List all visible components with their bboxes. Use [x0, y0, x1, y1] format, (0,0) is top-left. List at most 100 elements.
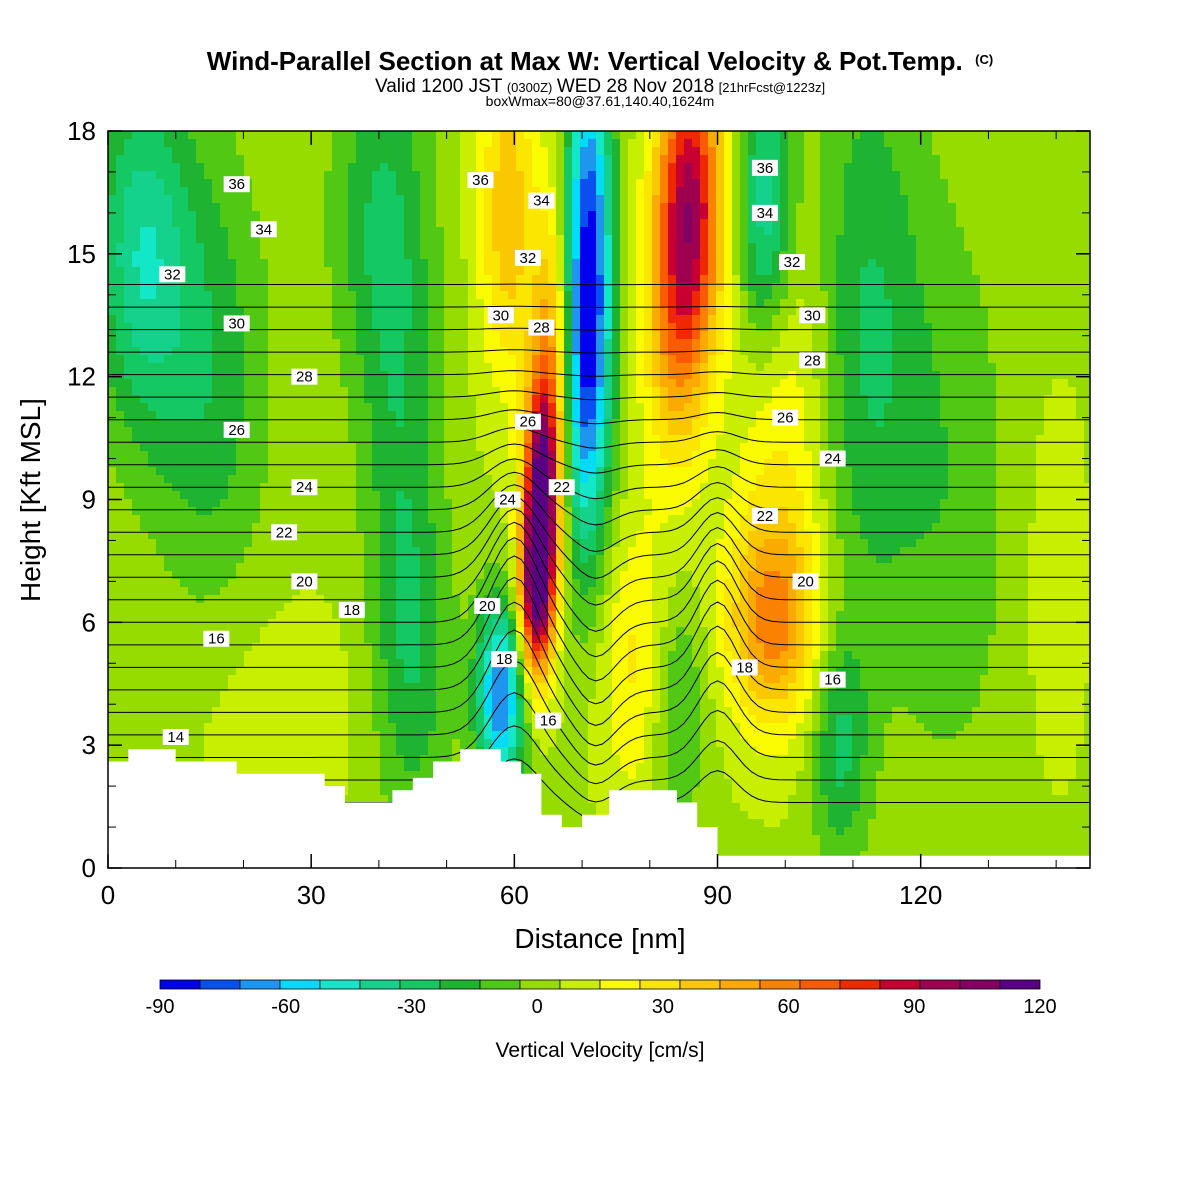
contour-label: 26: [228, 422, 245, 439]
colorbar-title: Vertical Velocity [cm/s]: [496, 1039, 705, 1062]
colorbar-swatch: [839, 979, 881, 990]
contour-label-box: [162, 728, 189, 745]
colorbar-swatch: [759, 979, 801, 990]
contour-label: 30: [492, 307, 509, 324]
contour-label: 28: [533, 320, 550, 337]
y-tick-label: 0: [82, 853, 96, 883]
theta-contour: [108, 496, 1090, 579]
colorbar-swatch: [239, 979, 281, 990]
colorbar-swatch: [639, 979, 681, 990]
theta-contour: [108, 443, 1090, 474]
contour-label: 36: [757, 160, 774, 177]
theta-contour: [108, 427, 1090, 449]
theta-contour: [108, 370, 1090, 377]
theta-contour: [108, 283, 1090, 286]
theta-contour: [108, 305, 1090, 308]
colorbar: -90 -60 -30 0 30 60 90 120: [146, 979, 1057, 1018]
x-tick-label: 60: [500, 880, 529, 910]
colorbar-swatch: [559, 979, 601, 990]
colorbar-swatch: [799, 979, 841, 990]
contour-label: 16: [208, 631, 225, 648]
contour-labels: 36 34 32 30 28 26 24 22 20 18 16 14 36 34 32 30 28 26 24 22…: [159, 159, 846, 746]
contour-label: 18: [736, 659, 753, 676]
contour-label: 24: [499, 492, 516, 509]
contour-label: 26: [777, 410, 794, 427]
theta-contour: [108, 458, 1090, 500]
contour-label-box: [487, 307, 514, 324]
theta-contour: [108, 521, 1090, 632]
contour-label-box: [819, 671, 846, 688]
contour-label-box: [799, 352, 826, 369]
colorbar-swatch: [599, 979, 641, 990]
colorbar-swatch: [999, 979, 1041, 990]
contour-label: 16: [824, 672, 841, 689]
theta-contour: [108, 692, 1090, 785]
theta-contour: [108, 555, 1090, 682]
y-tick-label: 15: [67, 239, 96, 269]
colorbar-swatch: [519, 979, 561, 990]
contour-label: 32: [520, 250, 537, 267]
colorbar-swatch: [719, 979, 761, 990]
contour-label-box: [535, 712, 562, 729]
colorbar-swatch: [399, 979, 441, 990]
contour-label-box: [799, 307, 826, 324]
contour-label-box: [548, 479, 575, 496]
theta-contour: [108, 508, 1090, 606]
terrain-mask: [108, 749, 1090, 868]
contour-label-box: [338, 602, 365, 619]
colorbar-tick-label: 30: [652, 996, 674, 1018]
contour-label: 28: [296, 369, 313, 386]
contour-label-box: [751, 507, 778, 524]
colorbar-swatch: [959, 979, 1001, 990]
plot-area: 36 34 32 30 28 26 24 22 20 18 16 14 36 34 32 30 28 26 24 22…: [108, 131, 1090, 868]
contour-label: 28: [804, 352, 821, 369]
theta-contour: [108, 390, 1090, 401]
contour-label-box: [751, 204, 778, 221]
contour-label: 22: [757, 508, 774, 525]
chart-title: Wind-Parallel Section at Max W: Vertical…: [207, 46, 993, 76]
contour-label: 20: [296, 573, 313, 590]
contour-label-box: [772, 409, 799, 426]
contour-label: 22: [276, 524, 293, 541]
contour-label: 18: [496, 651, 513, 668]
potential-temperature-contours: [108, 283, 1090, 821]
theta-contour: [108, 327, 1090, 331]
x-tick-label: 90: [703, 880, 732, 910]
contour-label: 30: [804, 307, 821, 324]
contour-label: 16: [540, 713, 557, 730]
contour-label: 14: [167, 729, 184, 746]
contour-label-box: [250, 221, 277, 238]
contour-label: 26: [520, 414, 537, 431]
y-tick-label: 9: [82, 485, 96, 515]
theta-contour: [108, 349, 1090, 354]
x-tick-label: 120: [899, 880, 942, 910]
contour-label: 20: [797, 573, 814, 590]
contour-label-box: [514, 249, 541, 266]
contour-label-box: [203, 630, 230, 647]
colorbar-tick-label: -90: [146, 996, 175, 1018]
y-tick-label: 3: [82, 730, 96, 760]
colorbar-swatch: [199, 979, 241, 990]
colorbar-tick-label: 90: [903, 996, 925, 1018]
colorbar-tick-label: 60: [777, 996, 799, 1018]
contour-label-box: [731, 659, 758, 676]
contour-label-box: [792, 573, 819, 590]
theta-contour: [108, 471, 1090, 526]
contour-label: 34: [757, 205, 774, 222]
contour-label-box: [491, 651, 518, 668]
contour-label-box: [819, 450, 846, 467]
theta-contour: [108, 659, 1090, 766]
theta-contour: [108, 409, 1090, 425]
contour-label-box: [779, 254, 806, 271]
colorbar-tick-label: -30: [397, 996, 426, 1018]
contour-label: 20: [479, 598, 496, 615]
contour-label-box: [223, 176, 250, 193]
contour-label-box: [291, 368, 318, 385]
contour-label-box: [474, 597, 501, 614]
contour-label: 34: [255, 221, 272, 238]
x-tick-label: 0: [101, 880, 115, 910]
contour-label: 24: [824, 451, 841, 468]
colorbar-swatch: [439, 979, 481, 990]
